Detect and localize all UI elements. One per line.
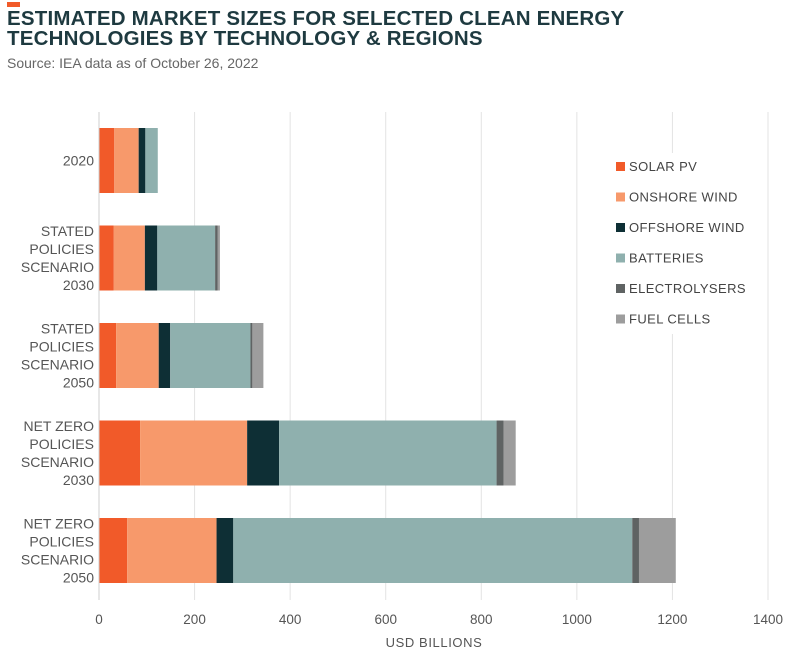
bar-segment-fuel-cells bbox=[503, 420, 516, 486]
x-tick-label: 1000 bbox=[562, 612, 592, 627]
bar-segment-onshore-wind bbox=[113, 225, 145, 291]
legend-swatch bbox=[616, 192, 625, 202]
bar-segment-fuel-cells bbox=[638, 518, 676, 583]
category-label: 2050 bbox=[63, 570, 94, 586]
legend-label: ONSHORE WIND bbox=[629, 190, 738, 205]
x-tick-label: 1400 bbox=[753, 612, 783, 627]
x-tick-label: 0 bbox=[95, 612, 103, 627]
legend-label: SOLAR PV bbox=[629, 159, 697, 174]
bar-segment-onshore-wind bbox=[116, 323, 159, 388]
category-label: NET ZERO bbox=[23, 516, 94, 532]
category-label: SCENARIO bbox=[21, 357, 94, 373]
category-label: SCENARIO bbox=[21, 454, 94, 470]
legend-label: OFFSHORE WIND bbox=[629, 220, 745, 235]
bar-segment-onshore-wind bbox=[114, 128, 139, 193]
category-label: NET ZERO bbox=[23, 418, 94, 434]
category-label: 2030 bbox=[63, 277, 94, 293]
chart-subtitle: Source: IEA data as of October 26, 2022 bbox=[7, 55, 259, 71]
category-label: 2050 bbox=[63, 375, 94, 391]
legend-swatch bbox=[616, 284, 625, 293]
bar-segment-electrolysers bbox=[632, 518, 639, 583]
bar-segment-electrolysers bbox=[250, 323, 253, 388]
legend-box bbox=[608, 153, 744, 334]
x-tick-label: 1200 bbox=[657, 612, 687, 627]
bar-segment-batteries bbox=[170, 323, 251, 388]
bar-stacks bbox=[99, 128, 676, 583]
bar-segment-electrolysers bbox=[215, 225, 218, 291]
category-label: POLICIES bbox=[29, 339, 94, 355]
bar-segment-offshore-wind bbox=[216, 518, 234, 583]
bar-segment-batteries bbox=[157, 225, 216, 291]
accent-bar bbox=[7, 2, 20, 7]
category-label: SCENARIO bbox=[21, 259, 94, 275]
bar-segment-batteries bbox=[233, 518, 633, 583]
legend-swatch bbox=[616, 253, 625, 263]
bar-segment-batteries bbox=[145, 128, 158, 193]
bar-segment-fuel-cells bbox=[217, 225, 220, 291]
x-tick-label: 600 bbox=[374, 612, 397, 627]
legend-swatch bbox=[616, 223, 625, 232]
legend-label: ELECTROLYSERS bbox=[629, 281, 746, 296]
category-labels: 2020 STATED POLICIES SCENARIO 2030 STATED POLI… bbox=[21, 153, 94, 586]
bar-segment-onshore-wind bbox=[127, 518, 217, 583]
legend-label: FUEL CELLS bbox=[629, 312, 711, 327]
category-label: SCENARIO bbox=[21, 552, 94, 568]
category-label: 2030 bbox=[63, 472, 94, 488]
category-label: STATED bbox=[41, 321, 94, 337]
legend-label: BATTERIES bbox=[629, 251, 704, 266]
bar-segment-solar-pv bbox=[99, 518, 128, 583]
bar-segment-electrolysers bbox=[496, 420, 504, 486]
legend: SOLAR PV ONSHORE WIND OFFSHORE WIND BATTERI… bbox=[608, 153, 746, 334]
chart-title: ESTIMATED MARKET SIZES FOR SELECTED CLEA… bbox=[7, 7, 625, 50]
x-tick-label: 400 bbox=[279, 612, 302, 627]
bar-segment-offshore-wind bbox=[138, 128, 146, 193]
category-label: POLICIES bbox=[29, 241, 94, 257]
legend-swatch bbox=[616, 162, 625, 171]
x-tick-label: 800 bbox=[470, 612, 493, 627]
category-label: POLICIES bbox=[29, 534, 94, 550]
bar-segment-batteries bbox=[279, 420, 497, 486]
bar-segment-solar-pv bbox=[99, 128, 115, 193]
bar-segment-solar-pv bbox=[99, 225, 114, 291]
bar-segment-offshore-wind bbox=[247, 420, 280, 486]
category-label: STATED bbox=[41, 223, 94, 239]
category-label: 2020 bbox=[63, 153, 94, 169]
x-axis: 0 200 400 600 800 1000 1200 1400 bbox=[95, 112, 783, 627]
x-axis-label: USD BILLIONS bbox=[386, 635, 483, 650]
bar-segment-solar-pv bbox=[99, 323, 117, 388]
bar-segment-onshore-wind bbox=[140, 420, 248, 486]
legend-swatch bbox=[616, 314, 625, 324]
bar-segment-solar-pv bbox=[99, 420, 141, 486]
bar-segment-offshore-wind bbox=[144, 225, 158, 291]
x-tick-label: 200 bbox=[183, 612, 206, 627]
bar-segment-offshore-wind bbox=[158, 323, 171, 388]
category-label: POLICIES bbox=[29, 436, 94, 452]
bar-segment-fuel-cells bbox=[252, 323, 264, 388]
